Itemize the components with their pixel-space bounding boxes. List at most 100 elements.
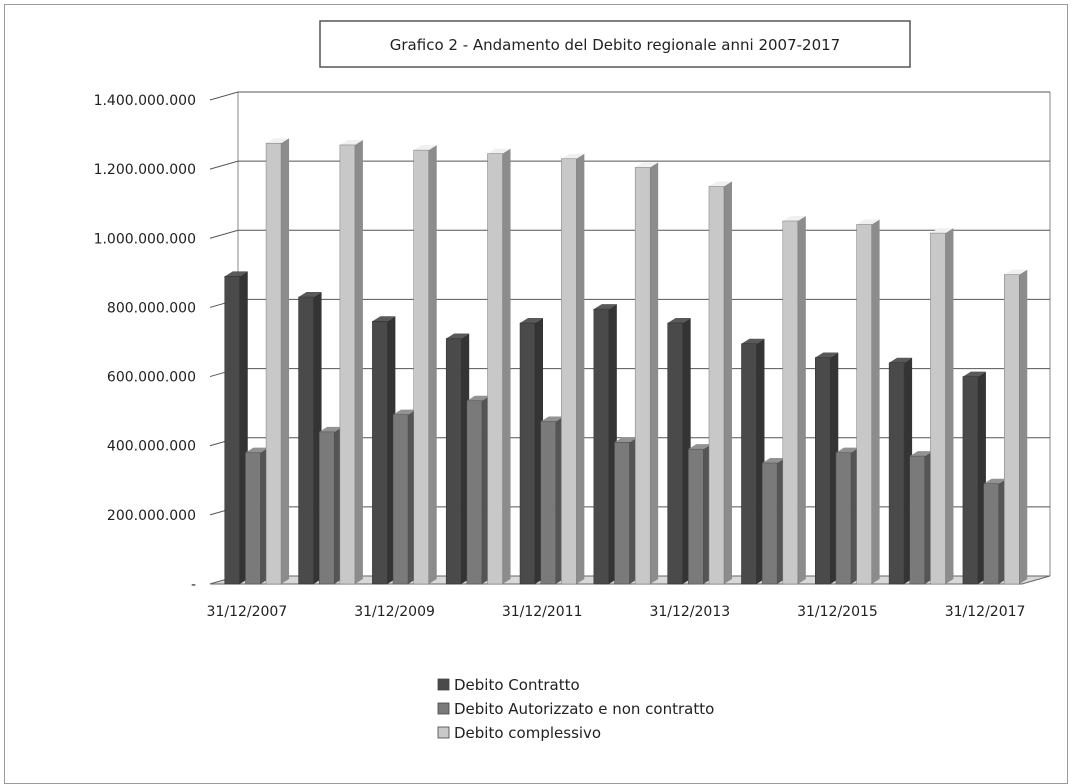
bar-2-8: [856, 219, 880, 585]
bar-front: [856, 224, 872, 585]
bar-top: [446, 333, 470, 339]
bar-0-6: [667, 317, 691, 585]
bar-side: [723, 181, 732, 584]
bar-1-1: [318, 426, 343, 585]
x-tick-label: 31/12/2011: [502, 604, 583, 620]
bar-2-1: [339, 139, 363, 585]
bar-top: [466, 395, 490, 401]
bar-top: [962, 371, 986, 377]
bar-top: [708, 181, 732, 187]
bar-side: [1019, 269, 1028, 584]
bar-0-7: [741, 338, 765, 585]
bar-top: [266, 138, 290, 144]
bar-top: [835, 447, 859, 453]
bar-top: [593, 304, 617, 310]
bar-1-9: [909, 451, 933, 585]
bar-1-10: [983, 478, 1007, 585]
bar-top: [909, 451, 933, 457]
bar-side: [797, 216, 806, 584]
bar-front: [1004, 274, 1020, 585]
bar-side: [945, 228, 954, 584]
y-tick-label: 400.000.000: [107, 439, 196, 455]
gridline: [209, 160, 1050, 170]
bar-front: [445, 338, 462, 585]
bar-top: [762, 458, 786, 463]
bar-front: [372, 321, 388, 585]
bar-top: [889, 357, 913, 363]
bar-top: [319, 426, 343, 432]
bar-front: [741, 343, 757, 585]
legend-label: Debito Contratto: [454, 676, 580, 694]
bar-1-0: [245, 447, 269, 585]
bar-0-2: [372, 316, 396, 585]
bar-front: [265, 142, 282, 585]
bar-side: [576, 153, 585, 584]
bar-top: [520, 317, 544, 323]
bar-front: [782, 220, 799, 585]
gridline: [209, 368, 1050, 378]
bar-2-7: [782, 216, 806, 585]
bar-top: [393, 409, 417, 415]
bar-2-0: [265, 138, 290, 585]
bar-top: [930, 228, 954, 234]
bar-front: [761, 462, 778, 585]
bar-front: [708, 186, 725, 585]
y-tick-label: 1.000.000.000: [94, 231, 196, 247]
legend-label: Debito complessivo: [454, 724, 601, 742]
bar-top: [339, 139, 363, 145]
bar-0-5: [593, 304, 617, 585]
bar-top: [782, 216, 806, 221]
bar-front: [519, 322, 536, 585]
bar-top: [815, 352, 839, 358]
bar-0-9: [888, 357, 913, 585]
bar-top: [413, 145, 437, 151]
bar-0-10: [962, 371, 986, 585]
bar-1-7: [761, 458, 786, 585]
x-tick-label: 31/12/2009: [354, 604, 435, 620]
bar-front: [930, 232, 946, 585]
bar-0-3: [445, 333, 470, 585]
bar-top: [224, 271, 248, 277]
bar-top: [741, 338, 765, 344]
legend-swatch: [437, 702, 450, 715]
bar-front: [392, 414, 409, 585]
x-tick-label: 31/12/2013: [649, 604, 730, 620]
legend-swatch: [437, 726, 450, 739]
bar-front: [962, 376, 979, 585]
y-tick-label: 600.000.000: [107, 370, 196, 386]
bar-front: [298, 296, 314, 585]
bar-2-4: [561, 153, 585, 585]
bar-top: [487, 148, 511, 154]
bar-top: [688, 444, 712, 450]
gridline: [209, 298, 1050, 308]
bar-1-5: [614, 437, 638, 585]
bar-0-4: [519, 317, 544, 585]
y-tick-label: 1.200.000.000: [94, 162, 196, 178]
bar-2-3: [487, 148, 511, 585]
bar-top: [635, 162, 659, 168]
bar-top: [540, 416, 564, 422]
bar-2-5: [634, 162, 659, 585]
bar-side: [354, 139, 363, 584]
bar-front: [909, 455, 926, 585]
x-tick-label: 31/12/2007: [207, 604, 288, 620]
bar-2-9: [930, 228, 954, 585]
bar-front: [667, 322, 683, 585]
bar-top: [614, 437, 638, 443]
x-tick-label: 31/12/2015: [797, 604, 878, 620]
bar-side: [871, 219, 880, 584]
bar-2-6: [708, 181, 732, 585]
x-tick-label: 31/12/2017: [945, 604, 1026, 620]
bar-front: [339, 144, 356, 585]
gridline: [209, 229, 1050, 239]
bar-side: [281, 138, 290, 584]
bar-front: [888, 362, 905, 585]
bar-front: [983, 483, 999, 585]
y-tick-label: 200.000.000: [107, 508, 196, 524]
bar-top: [983, 478, 1007, 484]
legend-label: Debito Autorizzato e non contratto: [454, 700, 714, 718]
y-tick-label: -: [191, 577, 196, 593]
y-tick-label: 1.400.000.000: [94, 93, 196, 109]
bar-top: [667, 317, 691, 323]
gridline: [209, 91, 1050, 101]
